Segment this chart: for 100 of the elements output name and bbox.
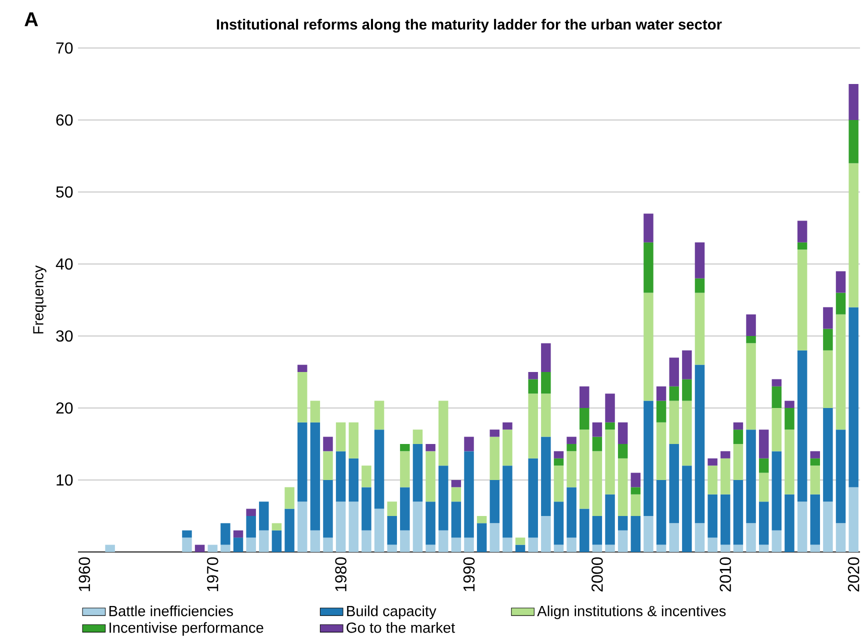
bar — [694, 364, 705, 524]
bar — [541, 372, 551, 394]
bar — [772, 386, 782, 408]
bar — [797, 250, 808, 350]
x-tick-label: 2020 — [848, 557, 860, 592]
bar — [297, 372, 308, 422]
bar — [387, 544, 397, 552]
bar — [644, 242, 654, 293]
bar — [566, 487, 576, 538]
bar — [669, 523, 679, 552]
bar — [336, 502, 346, 552]
bar — [848, 487, 858, 552]
bar — [348, 422, 358, 458]
bar — [630, 516, 641, 552]
bar — [656, 422, 666, 480]
y-tick-label: 10 — [56, 474, 73, 486]
y-tick-label: 20 — [56, 402, 73, 414]
bar — [694, 242, 705, 278]
bar — [758, 430, 769, 458]
bar — [797, 242, 808, 250]
bar — [592, 544, 602, 552]
y-axis-title: Frequency — [33, 265, 46, 334]
bar — [605, 494, 615, 545]
bar — [464, 451, 474, 538]
bar — [694, 523, 705, 552]
bar — [272, 530, 282, 552]
bar — [220, 544, 230, 552]
bar — [528, 372, 538, 380]
bar — [464, 436, 474, 452]
bar — [400, 444, 410, 452]
bar — [836, 430, 846, 524]
bar — [528, 538, 538, 552]
bar — [272, 523, 282, 530]
bar — [528, 458, 538, 538]
legend-label: Battle inefficiencies — [109, 605, 233, 616]
bar — [797, 350, 808, 502]
bar — [515, 538, 526, 545]
bar — [618, 444, 628, 458]
bar — [746, 336, 756, 344]
y-tick-label: 70 — [56, 42, 73, 54]
bar — [758, 472, 769, 502]
bar — [451, 487, 462, 502]
bar — [297, 422, 308, 502]
text: A — [24, 12, 38, 26]
bar — [708, 458, 718, 466]
bar — [772, 451, 782, 530]
bar — [848, 307, 858, 488]
x-tick-label: 1990 — [463, 557, 475, 592]
bar — [592, 436, 602, 452]
bar — [502, 430, 512, 466]
bar — [182, 530, 192, 538]
bar — [502, 422, 512, 430]
bar — [323, 538, 333, 552]
bar — [400, 451, 410, 488]
bar — [400, 487, 410, 530]
bar — [772, 530, 782, 552]
bar — [515, 544, 526, 552]
bar — [451, 538, 462, 552]
bar — [746, 343, 756, 430]
bar — [618, 516, 628, 530]
x-tick-label: 1960 — [78, 557, 90, 592]
bar — [438, 530, 448, 552]
bar — [297, 364, 308, 372]
bar — [669, 358, 679, 386]
bar — [412, 502, 423, 552]
bar — [784, 430, 794, 494]
y-tick-label: 60 — [56, 114, 73, 126]
bar — [566, 538, 576, 552]
bar — [746, 523, 756, 552]
bar — [605, 422, 615, 430]
bar — [669, 386, 679, 401]
bar — [630, 494, 641, 516]
x-tick-label: 2000 — [592, 557, 603, 592]
x-tick-label: 1970 — [206, 557, 218, 592]
bar — [618, 458, 628, 516]
y-tick-label: 30 — [56, 330, 73, 342]
bar — [720, 451, 730, 458]
bar — [554, 466, 564, 502]
bar — [387, 516, 397, 545]
bar — [502, 466, 512, 538]
bar — [566, 451, 576, 488]
legend-label: Go to the market — [346, 622, 456, 633]
bar — [348, 502, 358, 552]
bar — [810, 544, 820, 552]
bar — [490, 480, 500, 524]
bar — [476, 516, 487, 524]
bar — [630, 472, 641, 488]
bar — [772, 408, 782, 452]
bar — [708, 494, 718, 538]
bar — [284, 508, 294, 552]
bar — [720, 494, 730, 545]
bar — [592, 422, 602, 437]
x-tick-label: 2010 — [720, 557, 732, 592]
bar — [836, 523, 846, 552]
bar — [644, 516, 654, 552]
bar — [451, 480, 462, 488]
bar — [336, 422, 346, 452]
bar — [438, 400, 448, 466]
bar — [644, 400, 654, 516]
bar — [605, 430, 615, 494]
